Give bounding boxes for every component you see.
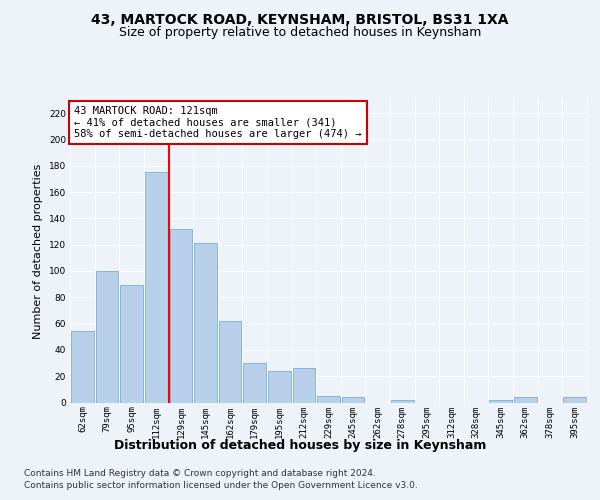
Bar <box>170 229 192 402</box>
Bar <box>342 397 364 402</box>
Bar <box>391 400 413 402</box>
Bar <box>563 397 586 402</box>
Bar <box>96 271 118 402</box>
Bar <box>145 172 167 402</box>
Bar <box>293 368 315 402</box>
Bar <box>268 371 290 402</box>
Bar <box>317 396 340 402</box>
Bar <box>514 397 536 402</box>
Bar <box>121 286 143 403</box>
Bar <box>490 400 512 402</box>
Text: Distribution of detached houses by size in Keynsham: Distribution of detached houses by size … <box>114 439 486 452</box>
Bar <box>244 363 266 403</box>
Text: Size of property relative to detached houses in Keynsham: Size of property relative to detached ho… <box>119 26 481 39</box>
Text: Contains public sector information licensed under the Open Government Licence v3: Contains public sector information licen… <box>24 481 418 490</box>
Text: 43 MARTOCK ROAD: 121sqm
← 41% of detached houses are smaller (341)
58% of semi-d: 43 MARTOCK ROAD: 121sqm ← 41% of detache… <box>74 106 362 139</box>
Bar <box>71 332 94 402</box>
Text: Contains HM Land Registry data © Crown copyright and database right 2024.: Contains HM Land Registry data © Crown c… <box>24 469 376 478</box>
Y-axis label: Number of detached properties: Number of detached properties <box>34 164 43 339</box>
Bar <box>219 321 241 402</box>
Text: 43, MARTOCK ROAD, KEYNSHAM, BRISTOL, BS31 1XA: 43, MARTOCK ROAD, KEYNSHAM, BRISTOL, BS3… <box>91 12 509 26</box>
Bar <box>194 244 217 402</box>
